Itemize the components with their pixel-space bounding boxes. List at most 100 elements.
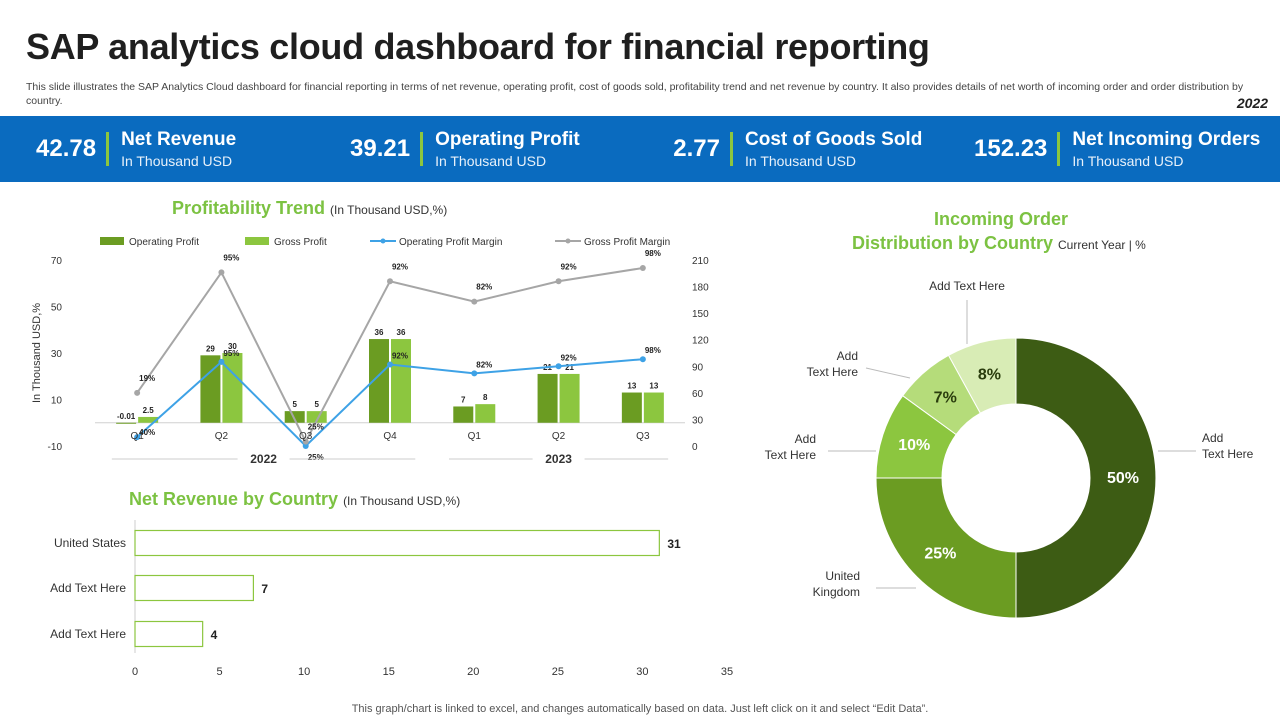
kpi-operating-profit: 39.21 Operating Profit In Thousand USD xyxy=(350,116,580,182)
x-tick-label: Q2 xyxy=(552,431,566,442)
line-point xyxy=(387,278,393,285)
profitability-title-text: Profitability Trend xyxy=(172,198,326,218)
x-tick-label: 10 xyxy=(298,666,310,678)
bar-gross-profit xyxy=(391,339,411,423)
line-value-label: 82% xyxy=(476,283,492,292)
y-axis-title: In Thousand USD,% xyxy=(31,303,43,403)
kpi-unit: In Thousand USD xyxy=(435,153,547,169)
x-tick-label: 5 xyxy=(217,666,223,678)
bar-gross-profit xyxy=(475,404,496,423)
kpi-divider xyxy=(106,132,110,166)
callout-line xyxy=(865,367,911,379)
country-bar xyxy=(134,529,660,557)
kpi-value: 39.21 xyxy=(350,135,411,162)
legend-swatch xyxy=(245,237,269,245)
bar-gross-profit xyxy=(559,373,580,423)
donut-slice xyxy=(1015,337,1157,619)
line-point xyxy=(302,443,309,449)
slice-label: 25% xyxy=(924,546,956,563)
kpi-incoming-orders: 152.23 Net Incoming Orders In Thousand U… xyxy=(974,116,1260,182)
line-point xyxy=(387,361,393,368)
bar-value-label: 4 xyxy=(211,628,218,642)
kpi-band: 42.78 Net Revenue In Thousand USD 39.21 … xyxy=(0,116,1280,182)
y2-tick-label: 210 xyxy=(692,256,709,267)
country-bar xyxy=(134,620,204,648)
line-value-label: 92% xyxy=(392,352,408,361)
profitability-title: Profitability Trend (In Thousand USD,%) xyxy=(172,198,447,219)
line-value-label: 98% xyxy=(645,346,661,355)
bar-value-label: 13 xyxy=(627,382,636,391)
donut-slice xyxy=(875,477,1017,619)
category-label: United States xyxy=(54,536,126,550)
slice-label: 10% xyxy=(898,437,930,454)
bar-operating-profit xyxy=(116,422,137,424)
callout-label: Add Text Here xyxy=(765,432,817,462)
x-tick-label: Q1 xyxy=(468,431,482,442)
callout-label: Add Text Here xyxy=(1202,431,1254,461)
page-title: SAP analytics cloud dashboard for financ… xyxy=(26,26,930,67)
revenue-country-title-text: Net Revenue by Country xyxy=(129,489,339,509)
y2-tick-label: 30 xyxy=(692,415,704,426)
bar-value-label: 7 xyxy=(461,395,466,404)
y2-tick-label: 180 xyxy=(692,283,709,294)
line-value-label: 92% xyxy=(561,353,577,362)
kpi-label: Net Incoming Orders xyxy=(1072,129,1261,150)
line-point xyxy=(134,434,141,441)
group-label: 2022 xyxy=(250,452,277,466)
y2-tick-label: 120 xyxy=(692,336,709,347)
line-point xyxy=(555,363,562,370)
bar-operating-profit xyxy=(453,406,474,423)
line-point xyxy=(639,356,646,363)
line-value-label: 98% xyxy=(645,249,661,258)
legend-label: Gross Profit Margin xyxy=(584,237,670,248)
kpi-unit: In Thousand USD xyxy=(745,153,857,169)
x-tick-label: 20 xyxy=(467,666,479,678)
profitability-trend-chart: Operating Profit Gross Profit Operating Pr… xyxy=(31,237,709,466)
category-label: Add Text Here xyxy=(50,581,126,595)
donut-title-line2: Distribution by Country xyxy=(852,233,1053,253)
bar-value-label: 5 xyxy=(314,400,319,409)
line-point xyxy=(218,269,225,276)
line-point xyxy=(302,438,309,445)
bar-value-label: 13 xyxy=(649,382,658,391)
bar-value-label: 31 xyxy=(667,537,681,551)
revenue-country-subtitle: (In Thousand USD,%) xyxy=(343,494,461,508)
kpi-label: Cost of Goods Sold xyxy=(745,129,923,150)
line-value-label: 25% xyxy=(308,453,324,462)
y-tick-label: 10 xyxy=(51,396,63,407)
line-value-label: 19% xyxy=(139,374,155,383)
bar-value-label: 29 xyxy=(206,344,215,353)
slice-label: 7% xyxy=(934,390,957,407)
kpi-value: 42.78 xyxy=(36,135,97,162)
bar-gross-profit xyxy=(306,411,327,423)
line-point xyxy=(471,298,478,305)
kpi-net-revenue: 42.78 Net Revenue In Thousand USD xyxy=(36,116,236,182)
bar-value-label: 36 xyxy=(397,328,406,337)
legend-label: Operating Profit Margin xyxy=(399,237,502,248)
bar-value-label: 2.5 xyxy=(143,406,155,415)
kpi-unit: In Thousand USD xyxy=(1072,153,1184,169)
x-tick-label: 30 xyxy=(636,666,648,678)
line-point xyxy=(134,389,141,396)
line-value-label: 95% xyxy=(223,349,239,358)
bar-operating-profit xyxy=(369,339,389,423)
kpi-label: Operating Profit xyxy=(435,129,580,150)
country-bar xyxy=(134,574,255,602)
donut-title-line1: Incoming Order xyxy=(934,209,1069,229)
legend-label: Operating Profit xyxy=(129,237,199,248)
y2-tick-label: 60 xyxy=(692,389,704,400)
donut-subtitle: Current Year | % xyxy=(1058,238,1146,252)
line-value-label: 92% xyxy=(561,262,577,271)
y2-tick-label: 150 xyxy=(692,309,709,320)
y2-tick-label: 0 xyxy=(692,442,698,453)
slice-label: 50% xyxy=(1107,470,1139,487)
kpi-value: 152.23 xyxy=(974,135,1048,162)
kpi-divider xyxy=(730,132,733,166)
legend-swatch xyxy=(565,238,571,244)
line-value-label: 95% xyxy=(223,253,239,262)
x-tick-label: Q3 xyxy=(636,431,650,442)
y-tick-label: 70 xyxy=(51,256,63,267)
category-label: Add Text Here xyxy=(50,627,126,641)
legend-swatch xyxy=(380,238,386,244)
bar-operating-profit xyxy=(621,392,642,423)
